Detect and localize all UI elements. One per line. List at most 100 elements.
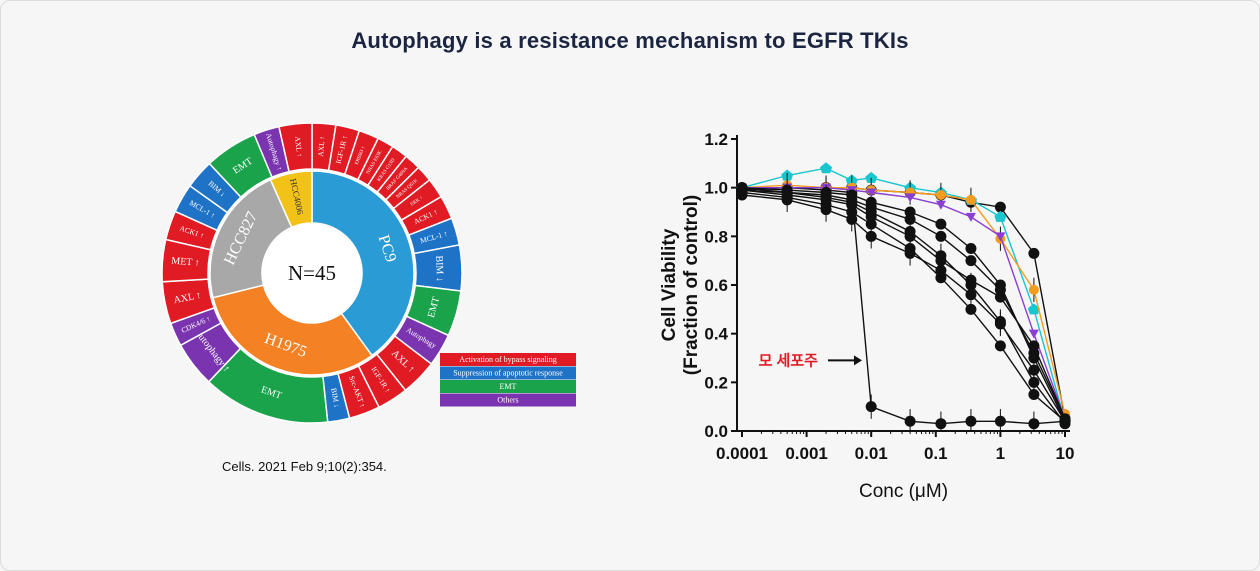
data-point — [905, 193, 916, 203]
x-tick-label: 0.001 — [785, 444, 828, 463]
y-axis-label-line2: (Fraction of control) — [681, 195, 702, 375]
data-point — [935, 264, 947, 276]
x-tick-label: 0.01 — [855, 444, 888, 463]
series-line-2 — [741, 167, 1066, 422]
legend-label-2: EMT — [500, 382, 517, 391]
series-line-3 — [741, 184, 1066, 415]
data-point — [820, 204, 832, 216]
outer-segment-label: BIM ↓ — [433, 255, 445, 282]
data-point — [904, 213, 916, 225]
data-point — [904, 247, 916, 259]
legend-swatch-1 — [440, 366, 576, 380]
page-title: Autophagy is a resistance mechanism to E… — [351, 28, 909, 53]
data-point — [994, 201, 1006, 213]
data-point — [1028, 329, 1039, 339]
data-point — [935, 189, 946, 200]
legend-label-3: Others — [497, 395, 518, 404]
data-point — [935, 218, 947, 230]
y-axis-label-line1: Cell Viability — [659, 228, 680, 341]
legend-swatch-0 — [440, 353, 576, 366]
citation: Cells. 2021 Feb 9;10(2):354. — [222, 459, 387, 474]
x-axis-label: Conc (μM) — [859, 481, 948, 502]
data-point — [820, 189, 832, 201]
y-tick-label: 0.2 — [704, 373, 728, 392]
dose-response-chart: 0.0 0.2 0.4 0.6 0.8 1.0 1.2 0.0001 0.001 0.01 0.1 1… — [659, 130, 1075, 502]
outer-segment-label: AXL ↑ — [316, 136, 327, 157]
x-tick-label: 1 — [996, 444, 1005, 463]
inner-segment-0 — [311, 170, 415, 357]
data-point — [865, 171, 878, 183]
data-point — [1028, 284, 1039, 295]
outer-segment-label: MET ↑ — [171, 256, 200, 269]
outer-segment-27 — [278, 122, 313, 173]
inner-segment-2 — [209, 178, 293, 299]
outer-segment-label: BIM ↓ — [329, 387, 341, 408]
parental-cell-annotation: 모 세포주 — [759, 352, 819, 369]
series-line-6 — [741, 189, 1066, 425]
data-point — [865, 401, 877, 413]
data-point — [846, 194, 858, 206]
data-point — [846, 213, 858, 225]
data-point — [965, 289, 977, 301]
data-point — [736, 182, 748, 194]
data-point — [935, 230, 947, 242]
series-line-8 — [741, 189, 1066, 420]
data-point — [965, 243, 977, 254]
series-line-7 — [741, 191, 1066, 422]
data-point — [1028, 247, 1040, 259]
outer-segment-label: ERBB3 ↑ — [355, 146, 367, 166]
x-tick-label: 10 — [1056, 444, 1075, 463]
data-point — [935, 418, 947, 430]
donut-center — [263, 224, 361, 322]
series-line-5 — [741, 187, 1066, 422]
legend-label-0: Activation of bypass signaling — [459, 355, 557, 364]
legend-swatch-2 — [440, 380, 576, 393]
data-point — [865, 230, 877, 242]
data-point — [965, 303, 977, 315]
data-point — [1028, 347, 1040, 359]
data-point — [965, 255, 977, 267]
data-point — [866, 188, 877, 198]
legend-swatch-3 — [440, 393, 576, 407]
data-point — [1028, 364, 1040, 376]
data-point — [994, 284, 1006, 296]
y-tick-label: 0.6 — [704, 276, 728, 295]
outer-segment-label: AXL ↑ — [293, 136, 304, 158]
series-line-1 — [742, 187, 1066, 419]
y-tick-label: 1.0 — [704, 179, 728, 198]
data-point — [994, 415, 1006, 427]
data-point — [904, 230, 916, 242]
data-point — [1027, 303, 1040, 315]
data-point — [781, 187, 793, 199]
data-point — [865, 211, 877, 223]
y-tick-label: 0.0 — [704, 422, 728, 441]
x-tick-label: 0.0001 — [716, 444, 768, 463]
outer-segment-label: ERK ↑ — [410, 196, 424, 208]
data-point — [1028, 418, 1040, 430]
outer-segment-label: AXL ↑ — [173, 290, 202, 306]
data-point — [995, 232, 1006, 242]
data-point — [865, 201, 877, 213]
inner-segment-3 — [269, 170, 313, 229]
data-point — [904, 415, 916, 427]
data-point — [1028, 389, 1040, 400]
y-tick-label: 0.8 — [704, 227, 728, 246]
data-point — [965, 194, 976, 205]
inner-segment-1 — [212, 284, 374, 376]
data-point — [820, 162, 833, 174]
x-tick-label: 0.1 — [924, 444, 948, 463]
y-tick-label: 1.2 — [704, 130, 728, 149]
outer-segment-label: EMT — [426, 296, 442, 319]
data-point — [994, 340, 1006, 352]
annotation-arrow-head — [853, 355, 862, 366]
series-line-10 — [741, 187, 1066, 420]
data-point — [1059, 413, 1071, 425]
data-point — [965, 415, 977, 427]
series-line-0 — [741, 186, 1066, 425]
data-point — [965, 212, 976, 222]
data-point — [965, 274, 977, 286]
y-tick-label: 0.4 — [704, 325, 728, 344]
data-point — [994, 210, 1007, 222]
series-line-4 — [742, 187, 1066, 420]
